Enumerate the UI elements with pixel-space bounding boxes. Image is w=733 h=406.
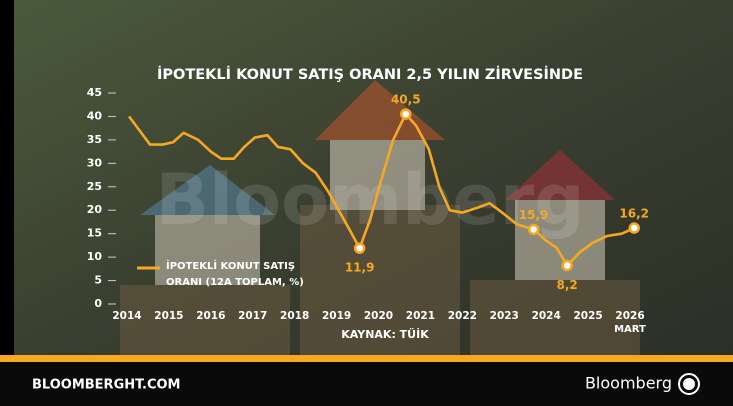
photo-houses xyxy=(120,80,640,355)
source: KAYNAK: TÜİK xyxy=(341,327,429,341)
x-tick-label: 2021 xyxy=(406,310,435,322)
footer-stripe xyxy=(0,355,733,362)
annotation-label: 16,2 xyxy=(619,207,649,221)
footer-brand: Bloomberg xyxy=(585,374,672,393)
annotation-point xyxy=(400,108,412,120)
watermark: Bloomberg xyxy=(156,159,585,241)
y-tick-label: 10 xyxy=(87,250,103,263)
annotation-point xyxy=(561,259,573,272)
logo xyxy=(678,373,700,395)
x-note: MART xyxy=(614,324,646,335)
y-tick-label: 5 xyxy=(94,274,102,287)
x-tick-label: 2016 xyxy=(196,310,225,322)
y-tick-label: 20 xyxy=(87,203,103,216)
x-tick-label: 2022 xyxy=(448,310,477,322)
logo-inner xyxy=(683,378,695,390)
x-tick-label: 2026 xyxy=(615,310,644,322)
x-tick-label: 2025 xyxy=(573,310,602,322)
y-tick-label: 25 xyxy=(87,180,102,193)
y-tick-label: 40 xyxy=(87,109,103,122)
x-tick-label: 2018 xyxy=(280,310,309,322)
x-tick-label: 2024 xyxy=(532,310,561,322)
y-tick-label: 30 xyxy=(87,156,103,169)
x-tick-label: 2017 xyxy=(238,310,267,322)
x-tick-label: 2020 xyxy=(364,310,393,322)
x-tick-label: 2019 xyxy=(322,310,351,322)
y-tick-label: 0 xyxy=(94,297,102,310)
legend-label: İPOTEKLİ KONUT SATIŞ ORANI (12A TOPLAM, … xyxy=(166,261,304,288)
annotation-point xyxy=(353,242,366,254)
x-tick-label: 2015 xyxy=(154,310,183,322)
footer xyxy=(0,362,733,406)
annotation-point xyxy=(628,222,640,234)
annotation-label: 15,9 xyxy=(519,208,549,222)
annotation-label: 8,2 xyxy=(557,278,578,292)
annotation-label: 40,5 xyxy=(391,93,421,107)
series-line xyxy=(128,112,635,267)
x-tick-label: 2014 xyxy=(112,310,141,322)
y-tick-label: 35 xyxy=(87,133,102,146)
annotation-point xyxy=(527,223,540,236)
footer-site: BLOOMBERGHT.COM xyxy=(32,378,180,393)
y-tick-label: 45 xyxy=(87,86,102,99)
y-tick-label: 15 xyxy=(87,227,102,240)
annotation-label: 11,9 xyxy=(345,261,375,275)
x-tick-label: 2023 xyxy=(490,310,519,322)
chart-title: İPOTEKLİ KONUT SATIŞ ORANI 2,5 YILIN ZİR… xyxy=(157,66,583,83)
